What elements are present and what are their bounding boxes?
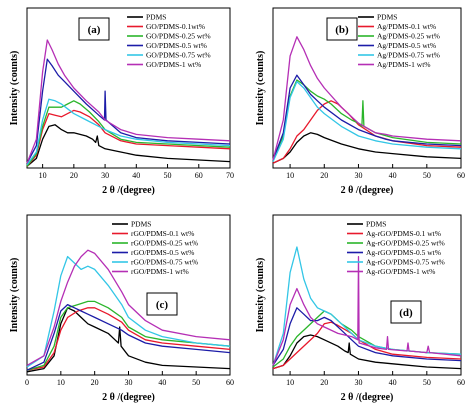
x-tick-label: 50 — [164, 171, 172, 180]
x-tick-label: 60 — [457, 171, 465, 180]
legend-entry: GO/PDMS-1 wt% — [146, 60, 201, 69]
series-line-5 — [272, 255, 462, 366]
legend-entry: GO/PDMS-0.75 wt% — [146, 51, 211, 60]
series-line-0 — [272, 334, 462, 370]
series-line-5 — [26, 39, 231, 164]
legend-entry: Ag/PDMS-0.1 wt% — [377, 22, 436, 31]
legend-entry: Ag/PDMS-0.25 wt% — [377, 32, 440, 41]
legend-entry: Ag/PDMS-1 wt% — [377, 60, 431, 69]
x-tick-label: 0 — [25, 378, 29, 387]
legend-entry: Ag-rGO/PDMS-0.1 wt% — [366, 229, 441, 238]
legend-entry: PDMS — [131, 220, 151, 229]
series-line-3 — [272, 307, 462, 366]
series-line-5 — [272, 36, 462, 161]
series-line-4 — [26, 98, 231, 166]
panel-label: (b) — [335, 24, 349, 36]
y-axis-title: Intensity (counts) — [9, 258, 20, 333]
legend-entry: Ag-rGO/PDMS-1 wt% — [366, 267, 435, 276]
x-tick-label: 30 — [101, 171, 109, 180]
panel-label-box — [326, 17, 358, 41]
x-tick-label: 10 — [286, 378, 294, 387]
legend-entry: PDMS — [377, 13, 397, 22]
x-tick-label: 20 — [320, 171, 328, 180]
x-tick-label: 40 — [132, 171, 140, 180]
legend-entry: rGO/PDMS-0.1 wt% — [131, 229, 194, 238]
x-tick-label: 10 — [286, 171, 294, 180]
legend-entry: GO/PDMS-0.25 wt% — [146, 32, 211, 41]
x-tick-label: 10 — [39, 171, 47, 180]
x-tick-label: 40 — [158, 378, 166, 387]
series-line-3 — [26, 58, 231, 164]
panel-label-box — [146, 292, 178, 316]
x-axis-title: 2 θ /(degree) — [341, 392, 394, 403]
series-line-1 — [26, 109, 231, 167]
x-tick-label: 20 — [320, 378, 328, 387]
legend-entry: Ag-rGO/PDMS-0.5 wt% — [366, 248, 441, 257]
x-tick-label: 60 — [195, 171, 203, 180]
y-axis-title: Intensity (counts) — [255, 51, 266, 126]
series-line-0 — [272, 132, 462, 164]
legend-entry: PDMS — [366, 220, 386, 229]
panel-label-box — [78, 17, 110, 41]
series-line-0 — [26, 124, 231, 167]
y-axis-title: Intensity (counts) — [9, 51, 20, 126]
x-tick-label: 70 — [226, 171, 234, 180]
legend-entry: GO/PDMS-0.1wt% — [146, 22, 205, 31]
series-line-4 — [272, 246, 462, 366]
panel-label: (c) — [156, 299, 169, 311]
panel-d: 10 20 30 40 50 60 2 θ /(degree) Intensity (coun… — [255, 214, 465, 403]
series-line-2 — [26, 300, 231, 371]
x-tick-label: 50 — [423, 171, 431, 180]
series-line-0 — [26, 307, 231, 373]
x-tick-label: 30 — [125, 378, 133, 387]
x-axis-title: 2 θ /(degree) — [341, 185, 394, 196]
x-tick-label: 20 — [70, 171, 78, 180]
series-line-4 — [26, 255, 231, 368]
legend-entry: rGO/PDMS-1 wt% — [131, 267, 189, 276]
panel-c: 0 10 20 30 40 50 60 2 θ /(degree) Intensity (cou… — [9, 214, 234, 403]
x-axis-title: 2 θ /(degree) — [102, 392, 155, 403]
x-tick-label: 30 — [354, 171, 362, 180]
legend-entry: rGO/PDMS-0.25 wt% — [131, 239, 198, 248]
x-tick-label: 40 — [389, 171, 397, 180]
x-tick-label: 60 — [226, 378, 234, 387]
panel-label: (a) — [88, 24, 101, 36]
panel-label: (d) — [399, 307, 413, 319]
x-tick-label: 50 — [192, 378, 200, 387]
series-line-1 — [272, 100, 462, 164]
plot-frame — [26, 7, 231, 169]
legend-entry: Ag/PDMS-0.5 wt% — [377, 41, 436, 50]
y-axis-title: Intensity (counts) — [255, 258, 266, 333]
x-tick-label: 40 — [389, 378, 397, 387]
x-axis-title: 2 θ /(degree) — [102, 185, 155, 196]
legend-entry: rGO/PDMS-0.5 wt% — [131, 248, 194, 257]
legend-entry: PDMS — [146, 13, 166, 22]
x-tick-label: 50 — [423, 378, 431, 387]
legend-entry: Ag/PDMS-0.75 wt% — [377, 51, 440, 60]
series-line-4 — [272, 80, 462, 162]
series-line-2 — [26, 100, 231, 167]
x-tick-label: 10 — [57, 378, 65, 387]
x-tick-label: 30 — [354, 378, 362, 387]
legend-entry: Ag-rGO/PDMS-0.25 wt% — [366, 239, 445, 248]
panel-label-box — [390, 300, 422, 324]
plot-frame — [272, 214, 462, 376]
panel-a: 10 20 30 40 50 60 70 2 θ /(degree) Intensity (co… — [9, 7, 234, 196]
series-line-3 — [272, 74, 462, 161]
legend-entry: rGO/PDMS-0.75 wt% — [131, 258, 198, 267]
legend-entry: Ag-rGO/PDMS-0.75 wt% — [366, 258, 445, 267]
legend-entry: GO/PDMS-0.5 wt% — [146, 41, 207, 50]
x-tick-label: 60 — [457, 378, 465, 387]
series-line-5 — [26, 249, 231, 366]
panel-b: 10 20 30 40 50 60 2 θ /(degree) Intensity (coun… — [255, 7, 465, 196]
x-tick-label: 20 — [91, 378, 99, 387]
plot-frame — [272, 7, 462, 169]
series-line-1 — [26, 307, 231, 371]
series-line-1 — [272, 321, 462, 370]
series-line-3 — [26, 303, 231, 371]
